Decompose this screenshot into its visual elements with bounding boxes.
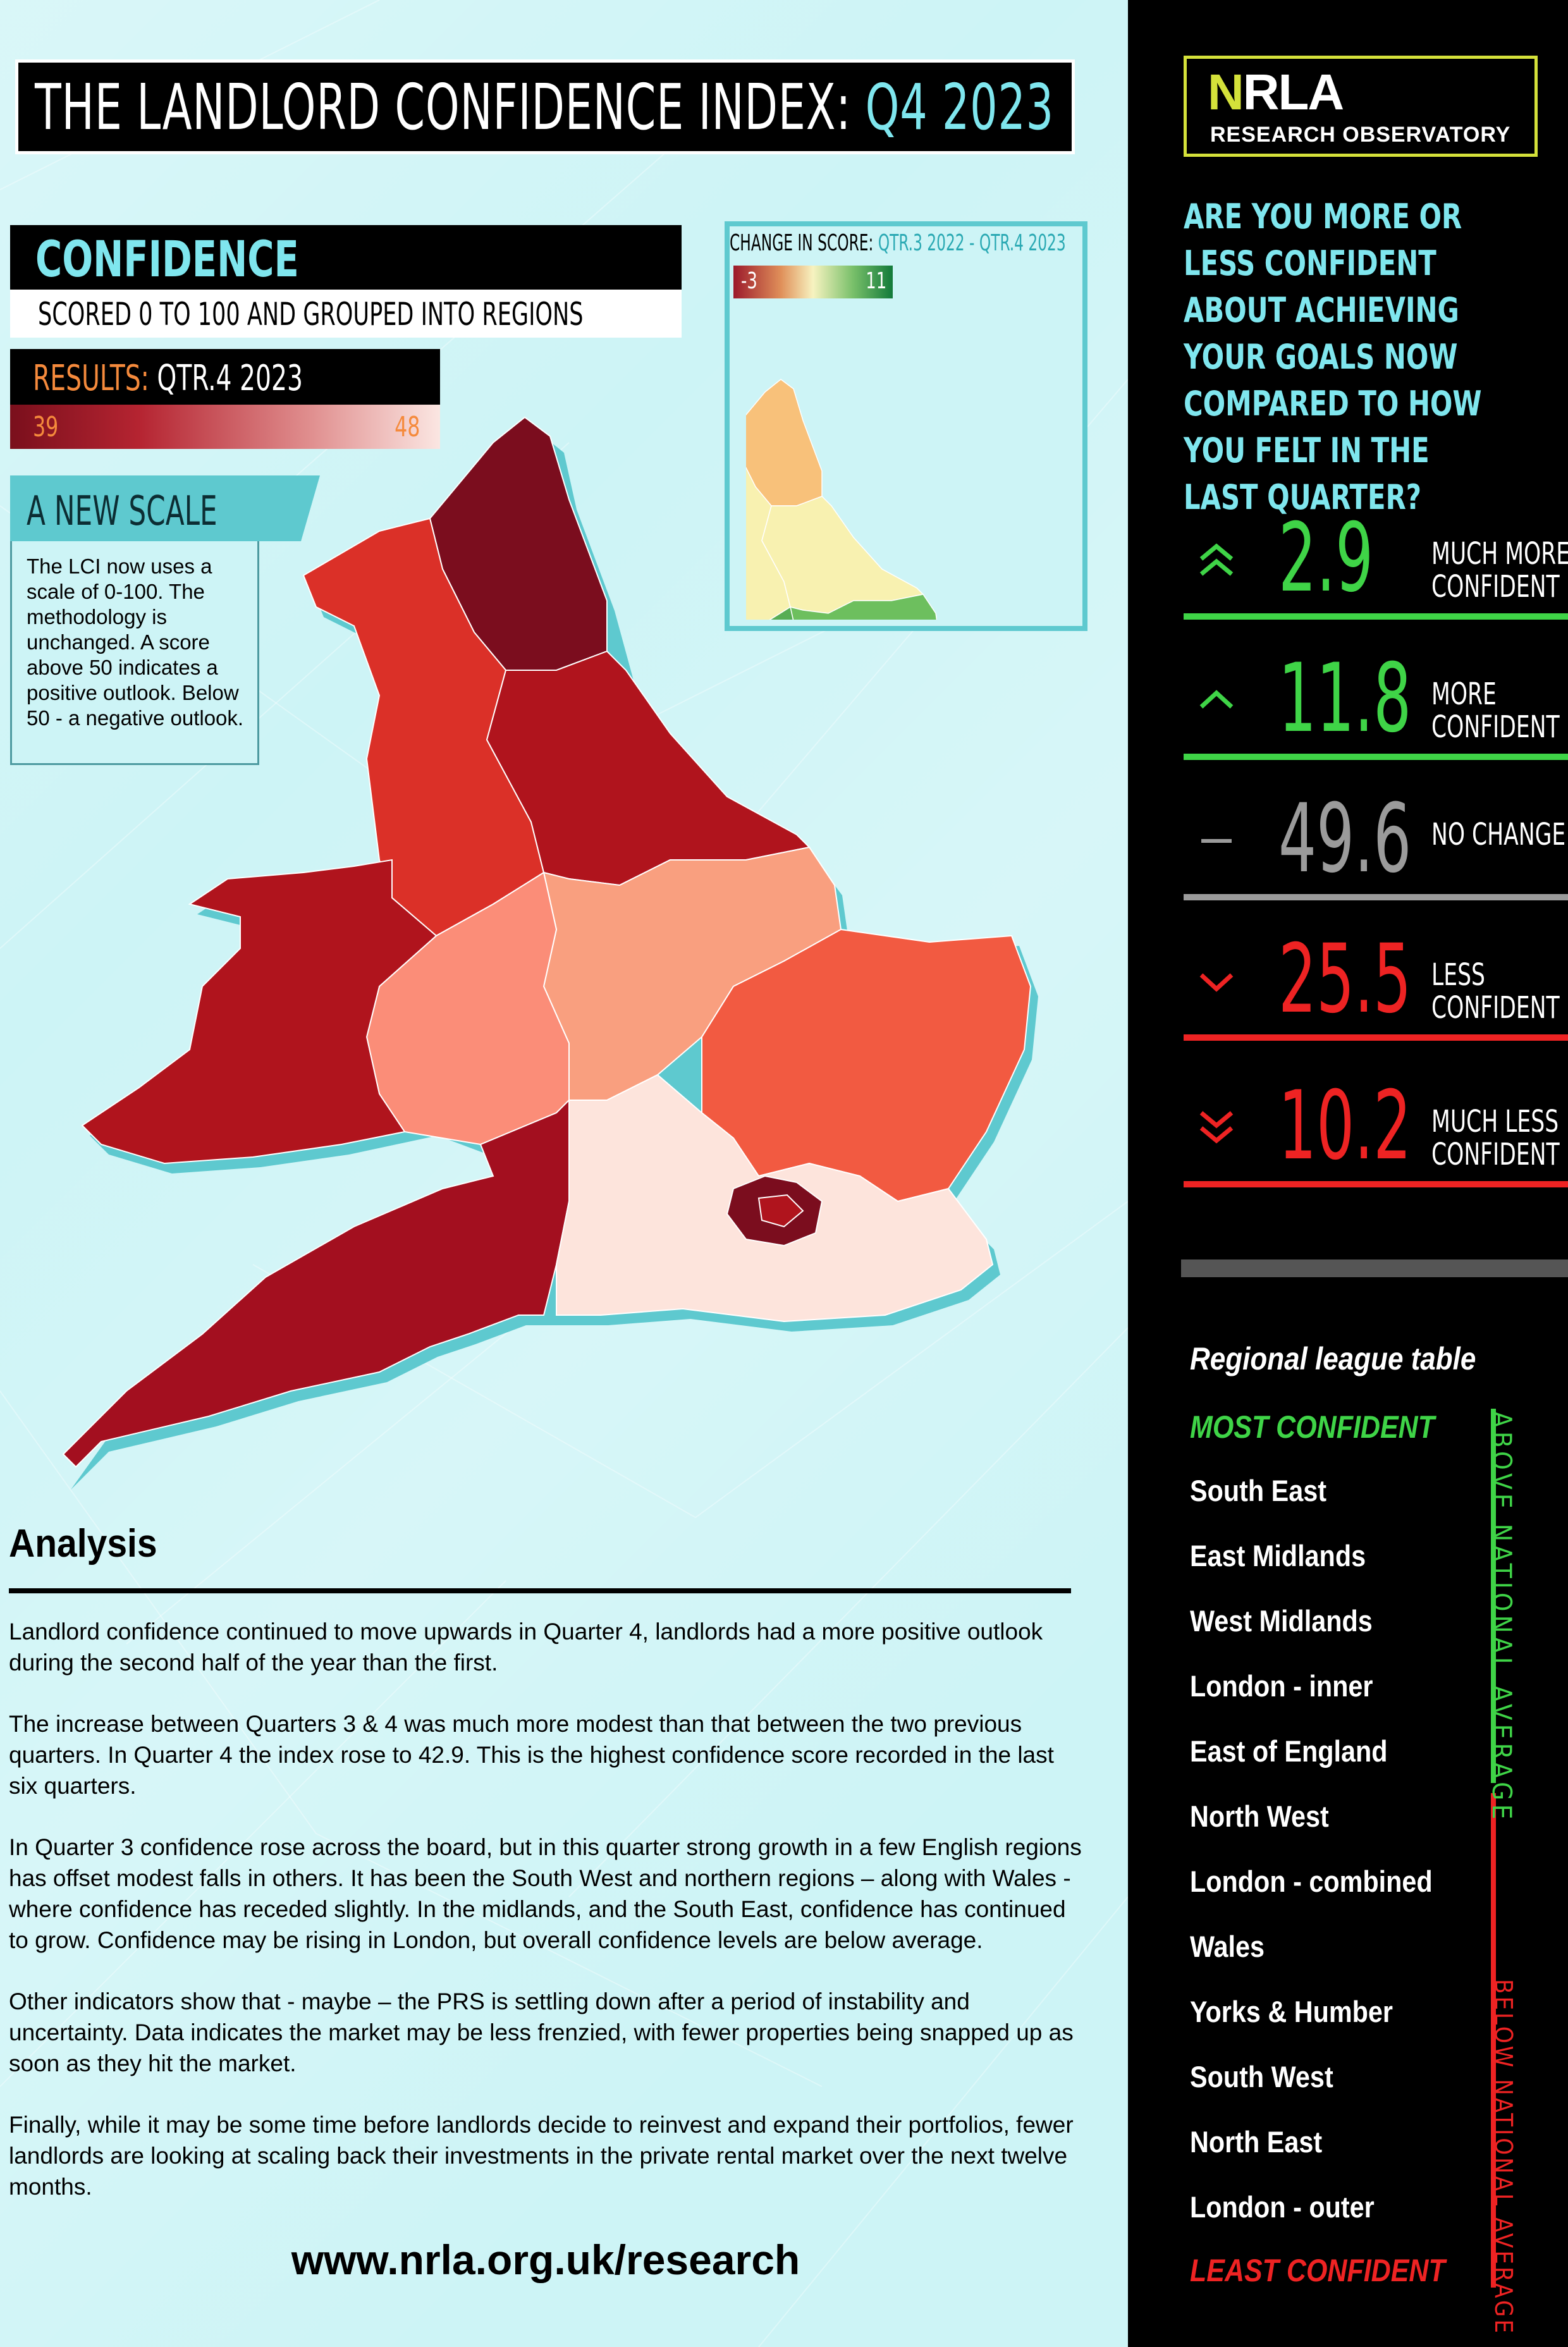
inset-title-label: CHANGE IN SCORE: xyxy=(730,230,874,256)
stat-value: 25.5 xyxy=(1278,924,1412,1034)
new-scale-tab xyxy=(10,475,320,541)
stat-rule xyxy=(1184,754,1568,760)
logo-subtitle: RESEARCH OBSERVATORY xyxy=(1210,123,1511,147)
stat-rule xyxy=(1184,1181,1568,1187)
scale-max: 48 xyxy=(394,411,420,443)
results-period: QTR.4 2023 xyxy=(157,358,303,399)
below-average-label: BELOW NATIONAL AVERAGE xyxy=(1490,1979,1517,2336)
logo-mark: NRLA xyxy=(1208,64,1344,120)
stat-label: MUCH LESS CONFIDENT xyxy=(1431,1104,1560,1172)
inset-region-north-west xyxy=(746,467,791,620)
stat-label: NO CHANGE xyxy=(1431,817,1566,852)
confidence-header: CONFIDENCE xyxy=(10,225,682,290)
region-london-inner xyxy=(757,1194,804,1228)
stat-label: LESS CONFIDENT xyxy=(1431,957,1560,1026)
analysis-paragraph: Other indicators show that - maybe – the… xyxy=(9,1989,1074,2076)
chevron-up-icon xyxy=(1199,690,1234,709)
title-main: THE LANDLORD CONFIDENCE INDEX: xyxy=(35,70,866,144)
league-item: South East xyxy=(1190,1474,1327,1507)
league-item: London - inner xyxy=(1190,1669,1373,1703)
league-table-title: Regional league table xyxy=(1190,1341,1476,1376)
league-item: North East xyxy=(1190,2125,1323,2159)
league-item: London - outer xyxy=(1190,2190,1375,2224)
league-item: East Midlands xyxy=(1190,1539,1366,1572)
stat-less-confident: 25.5 LESS CONFIDENT xyxy=(1184,921,1568,1041)
league-item: West Midlands xyxy=(1190,1604,1373,1638)
new-scale-heading: A NEW SCALE xyxy=(27,488,217,535)
analysis-paragraph: Finally, while it may be some time befor… xyxy=(9,2112,1074,2200)
stat-no-change: 49.6 NO CHANGE xyxy=(1184,780,1568,900)
analysis-divider xyxy=(9,1588,1071,1593)
results-title: RESULTS: QTR.4 2023 xyxy=(33,358,303,399)
page-title: THE LANDLORD CONFIDENCE INDEX: Q4 2023 xyxy=(35,70,1054,144)
inset-map xyxy=(746,379,938,620)
new-scale-text: The LCI now uses a scale of 0-100. The m… xyxy=(27,555,244,730)
map-regions xyxy=(62,416,1032,1468)
inset-title: CHANGE IN SCORE: QTR.3 2022 - QTR.4 2023 xyxy=(730,230,1066,256)
above-average-label-box: ABOVE NATIONAL AVERAGE xyxy=(1486,1411,1536,1823)
stat-rule xyxy=(1184,613,1568,620)
scale-min: 39 xyxy=(33,411,59,443)
below-average-label-box: BELOW NATIONAL AVERAGE xyxy=(1490,1979,1536,2336)
analysis-paragraph: In Quarter 3 confidence rose across the … xyxy=(9,1834,1082,1953)
inset-scale-min: -3 xyxy=(741,268,757,294)
results-header: RESULTS: QTR.4 2023 xyxy=(10,349,440,405)
double-chevron-down-icon xyxy=(1199,1111,1234,1144)
league-item: Wales xyxy=(1190,1930,1265,1963)
stat-rule xyxy=(1184,894,1568,900)
section-divider xyxy=(1181,1259,1568,1277)
most-confident-label: MOST CONFIDENT xyxy=(1190,1409,1435,1445)
analysis-paragraph: Landlord confidence continued to move up… xyxy=(9,1619,1043,1676)
confidence-subheader: SCORED 0 TO 100 AND GROUPED INTO REGIONS xyxy=(10,290,682,338)
inset-color-scale: -3 11 xyxy=(733,266,893,298)
above-average-bar xyxy=(1491,1409,1496,1783)
confidence-color-scale: 39 48 xyxy=(10,405,440,449)
double-chevron-up-icon xyxy=(1199,543,1234,576)
stat-value: 49.6 xyxy=(1278,784,1412,894)
results-label: RESULTS: xyxy=(33,358,149,399)
league-item: London - combined xyxy=(1190,1865,1433,1898)
stat-rule xyxy=(1184,1034,1568,1041)
stat-value: 11.8 xyxy=(1278,644,1412,754)
inset-region-east-midlands xyxy=(790,594,938,620)
dash-icon xyxy=(1201,839,1232,843)
inset-title-range: QTR.3 2022 - QTR.4 2023 xyxy=(878,230,1066,256)
league-item: South West xyxy=(1190,2060,1333,2093)
region-wales xyxy=(81,859,438,1165)
least-confident-label: LEAST CONFIDENT xyxy=(1190,2253,1445,2288)
stat-much-more-confident: 2.9 MUCH MORE CONFIDENT xyxy=(1184,499,1568,620)
stat-much-less-confident: 10.2 MUCH LESS CONFIDENT xyxy=(1184,1067,1568,1187)
inset-scale-max: 11 xyxy=(866,268,886,294)
league-item: Yorks & Humber xyxy=(1190,1995,1393,2028)
stat-value: 2.9 xyxy=(1278,503,1374,613)
stat-more-confident: 11.8 MORE CONFIDENT xyxy=(1184,640,1568,760)
title-banner: THE LANDLORD CONFIDENCE INDEX: Q4 2023 xyxy=(15,59,1075,154)
chevron-down-icon xyxy=(1199,973,1234,992)
confidence-subheading: SCORED 0 TO 100 AND GROUPED INTO REGIONS xyxy=(38,296,584,333)
analysis-heading: Analysis xyxy=(9,1522,157,1566)
title-quarter: Q4 2023 xyxy=(865,70,1054,144)
stat-label: MORE CONFIDENT xyxy=(1431,677,1560,745)
confidence-map xyxy=(62,416,1038,1490)
stat-label: MUCH MORE CONFIDENT xyxy=(1431,536,1568,604)
confidence-heading: CONFIDENCE xyxy=(35,231,299,288)
stat-value: 10.2 xyxy=(1278,1071,1412,1181)
analysis-paragraph: The increase between Quarters 3 & 4 was … xyxy=(9,1711,1054,1799)
league-item: East of England xyxy=(1190,1734,1388,1768)
inset-region-north-east xyxy=(746,379,823,506)
below-average-bar xyxy=(1491,1793,1496,2288)
league-item: North West xyxy=(1190,1799,1329,1833)
website-link[interactable]: www.nrla.org.uk/research xyxy=(291,2236,800,2283)
new-scale-header: A NEW SCALE xyxy=(10,475,320,541)
survey-question: ARE YOU MORE OR LESS CONFIDENT ABOUT ACH… xyxy=(1184,197,1482,517)
analysis-text: Landlord confidence continued to move up… xyxy=(9,1616,1084,2233)
inset-region-west-midlands xyxy=(769,606,794,620)
nrla-logo xyxy=(1184,56,1538,157)
above-average-label: ABOVE NATIONAL AVERAGE xyxy=(1486,1411,1517,1823)
